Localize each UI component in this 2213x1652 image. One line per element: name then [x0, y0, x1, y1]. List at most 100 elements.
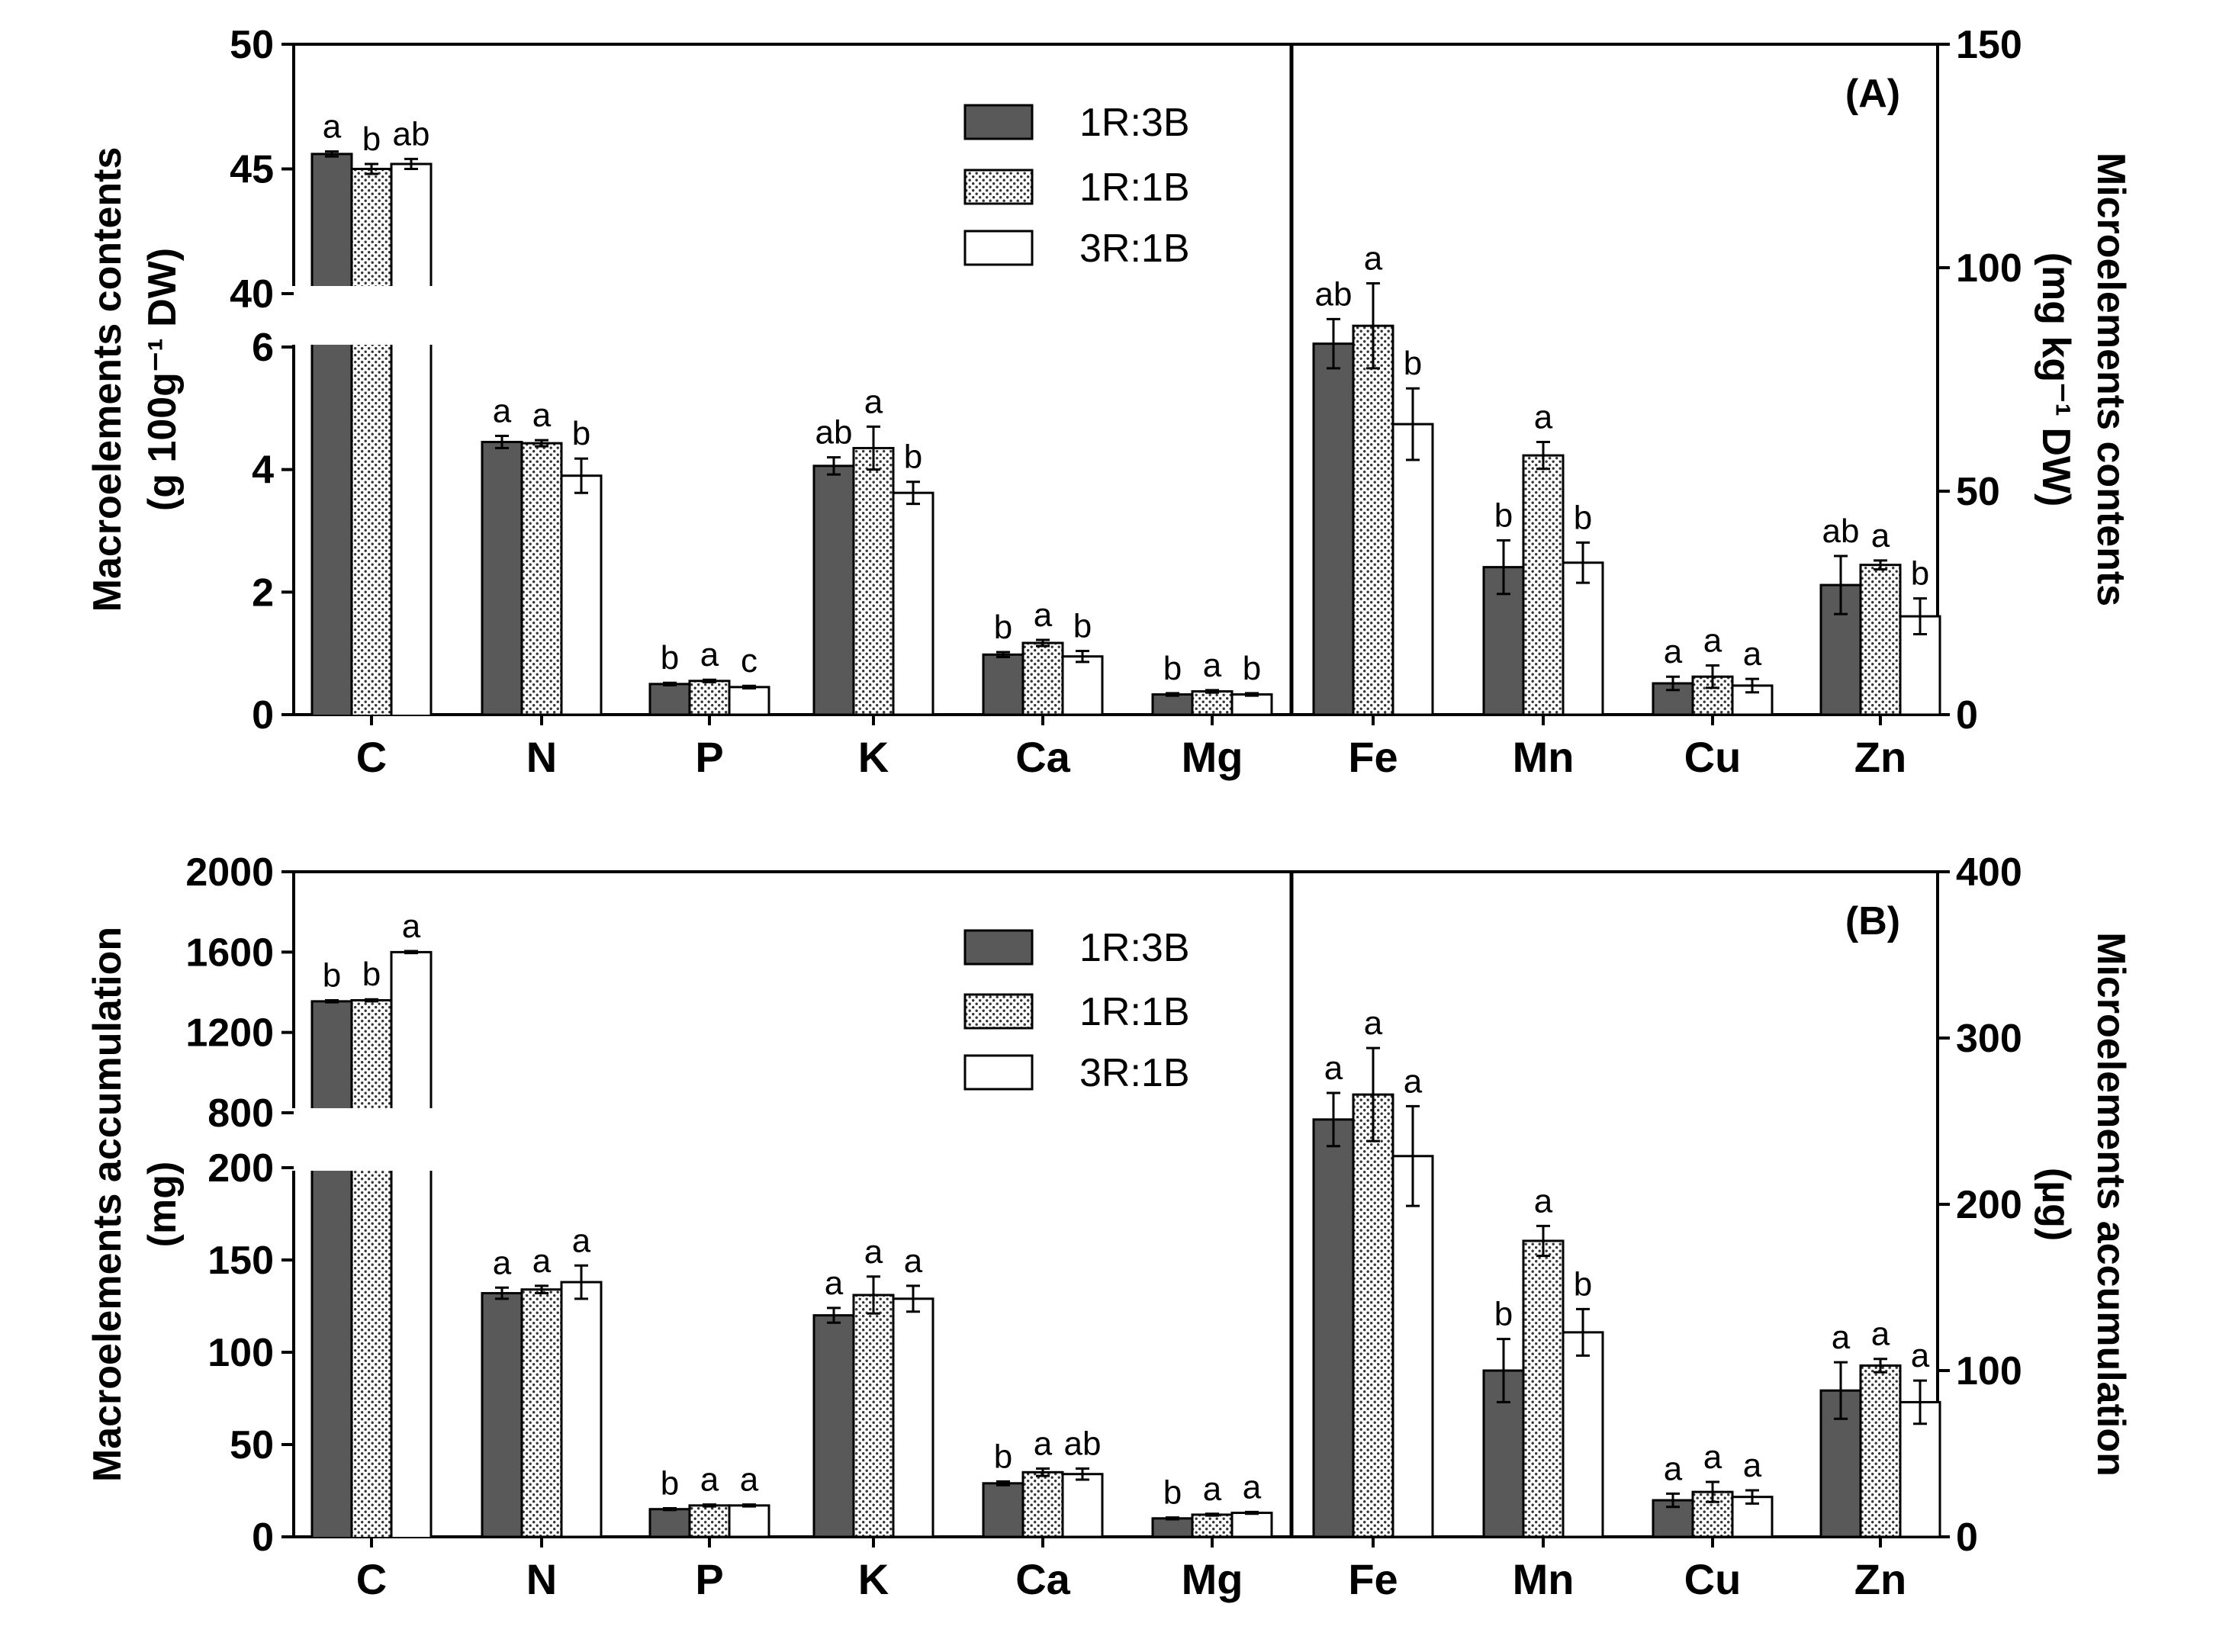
sig-letter-ca-s3: ab [1064, 1425, 1102, 1462]
sig-letter-mn-s3: b [1574, 1265, 1592, 1303]
bar-zn-s2 [1859, 564, 1902, 716]
sig-letter-mg-s2: a [1203, 1470, 1222, 1508]
bar-n-s3 [560, 474, 603, 716]
right-tick-label: 300 [1956, 1017, 2022, 1061]
sig-letter-zn-s1: a [1832, 1319, 1851, 1356]
error-bar-cu-s2 [1706, 1480, 1719, 1503]
left-y-axis-title-line: Macroelements accumulation [85, 927, 130, 1482]
bar-ca-s3 [1061, 1473, 1104, 1538]
bar-n-s2 [520, 1288, 563, 1538]
bar-n-s1 [481, 441, 523, 716]
right-y-axis-title-line: (µg) [2034, 1168, 2078, 1241]
sig-letter-mg-s1: b [1163, 650, 1182, 687]
bar-ca-s1 [982, 1482, 1024, 1538]
x-category-label-c: C [356, 1555, 387, 1603]
x-category-label-cu: Cu [1684, 733, 1742, 781]
right-tick-label: 0 [1956, 693, 1978, 738]
error-bar-c-s1 [325, 999, 339, 1004]
error-bar-c-s3 [404, 950, 418, 955]
error-bar-p-s3 [742, 1503, 756, 1508]
sig-letter-fe-s1: ab [1315, 275, 1353, 313]
sig-letter-p-s2: a [700, 1461, 719, 1499]
right-tick-label: 0 [1956, 1515, 1978, 1560]
legend-swatch-3 [963, 230, 1034, 266]
error-bar-zn-s1 [1834, 554, 1848, 615]
sig-letter-n-s1: a [493, 1244, 512, 1281]
error-bar-ca-s3 [1076, 649, 1089, 664]
sig-letter-k-s2: a [864, 383, 883, 420]
bar-ca-s3 [1061, 655, 1104, 716]
left-y-axis-title: Macroelements accumulation (mg) [85, 927, 185, 1482]
bar-k-s1 [812, 464, 855, 716]
left-y-axis-title-line: (mg) [140, 1162, 185, 1248]
legend-swatch-2 [963, 169, 1034, 205]
bar-c-s2-lower [352, 345, 391, 715]
error-bar-zn-s2 [1874, 559, 1887, 571]
bar-mg-s3 [1230, 1512, 1273, 1538]
error-bar-ca-s2 [1036, 1467, 1050, 1477]
error-bar-p-s2 [703, 678, 716, 683]
error-bar-p-s2 [703, 1503, 716, 1508]
legend-swatch-2 [963, 993, 1034, 1030]
legend-label-3: 3R:1B [1079, 227, 1190, 271]
x-category-label-mg: Mg [1182, 1555, 1243, 1603]
error-bar-k-s2 [867, 425, 880, 471]
left-tick-label: 2000 [185, 850, 274, 895]
error-bar-ca-s2 [1036, 638, 1050, 648]
legend-swatch-1 [963, 104, 1034, 140]
error-bar-mg-s2 [1205, 1512, 1219, 1517]
error-bar-cu-s1 [1666, 675, 1680, 692]
error-bar-mn-s1 [1497, 538, 1510, 596]
error-bar-fe-s2 [1366, 282, 1380, 370]
error-bar-fe-s1 [1327, 1091, 1340, 1148]
error-bar-fe-s3 [1406, 1104, 1420, 1207]
x-category-label-fe: Fe [1348, 1555, 1398, 1603]
left-tick-label: 50 [230, 23, 274, 67]
bar-ca-s2 [1021, 641, 1064, 716]
bar-mg-s1 [1151, 693, 1194, 716]
bar-k-s3 [892, 491, 934, 716]
sig-letter-k-s1: ab [815, 414, 853, 452]
x-category-label-mn: Mn [1513, 1555, 1575, 1603]
bar-n-s1 [481, 1292, 523, 1538]
error-bar-mn-s2 [1536, 441, 1550, 471]
bar-fe-s3 [1391, 1155, 1434, 1538]
error-bar-p-s1 [663, 681, 677, 686]
sig-letter-k-s1: a [825, 1265, 844, 1302]
sig-letter-p-s3: c [741, 642, 758, 680]
bar-c-s2-upper [352, 1000, 391, 1108]
error-bar-k-s1 [827, 1306, 841, 1324]
right-y-axis-title-line: Microelements contents [2089, 153, 2133, 606]
sig-letter-mg-s3: b [1243, 650, 1261, 687]
panel-label: (B) [1845, 899, 1900, 943]
sig-letter-zn-s2: a [1871, 517, 1890, 554]
sig-letter-ca-s1: b [994, 1438, 1012, 1475]
right-tick-label: 150 [1956, 23, 2022, 67]
error-bar-mg-s1 [1166, 692, 1179, 697]
sig-letter-k-s3: b [904, 439, 922, 476]
sig-letter-mn-s2: a [1534, 1182, 1553, 1220]
error-bar-mn-s1 [1497, 1338, 1510, 1403]
legend-swatch-1 [963, 929, 1034, 966]
x-category-label-k: K [858, 1555, 889, 1603]
panel-b-accumulation: 0 50 100 150 200 800 1200 1600 2000 0 100 200 300 400… [85, 850, 2133, 1603]
bar-c-s1-upper [312, 153, 352, 286]
bar-c-s1-lower [312, 345, 352, 715]
sig-letter-ca-s2: a [1034, 1425, 1053, 1462]
bar-mg-s3 [1230, 693, 1273, 716]
bar-c-s1-upper [312, 1001, 352, 1108]
error-bar-mg-s1 [1166, 1516, 1179, 1521]
bar-c-s3-lower [391, 345, 431, 715]
sig-letter-c-s1: a [323, 108, 342, 146]
legend-label-2: 1R:1B [1079, 166, 1190, 210]
bar-ca-s2 [1021, 1470, 1064, 1538]
left-tick-label: 1200 [185, 1011, 274, 1056]
right-tick-label: 100 [1956, 1349, 2022, 1393]
left-y-axis-title-line: (g 100g⁻¹ DW) [140, 248, 185, 511]
left-y-axis-title-line: Macroelements contents [85, 147, 130, 612]
legend-label-1: 1R:3B [1079, 101, 1190, 145]
bar-k-s1 [812, 1314, 855, 1538]
sig-letter-fe-s3: b [1404, 345, 1422, 382]
